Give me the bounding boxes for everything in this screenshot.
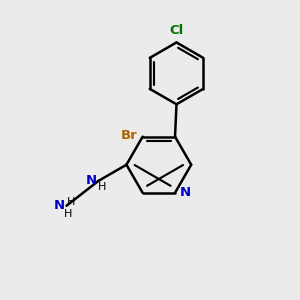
Text: Br: Br <box>121 129 137 142</box>
Text: H: H <box>67 197 75 207</box>
Text: N: N <box>54 199 65 212</box>
Text: N: N <box>179 186 191 199</box>
Text: H: H <box>64 209 72 219</box>
Text: N: N <box>86 174 97 188</box>
Text: H: H <box>98 182 106 192</box>
Text: Cl: Cl <box>169 24 184 37</box>
